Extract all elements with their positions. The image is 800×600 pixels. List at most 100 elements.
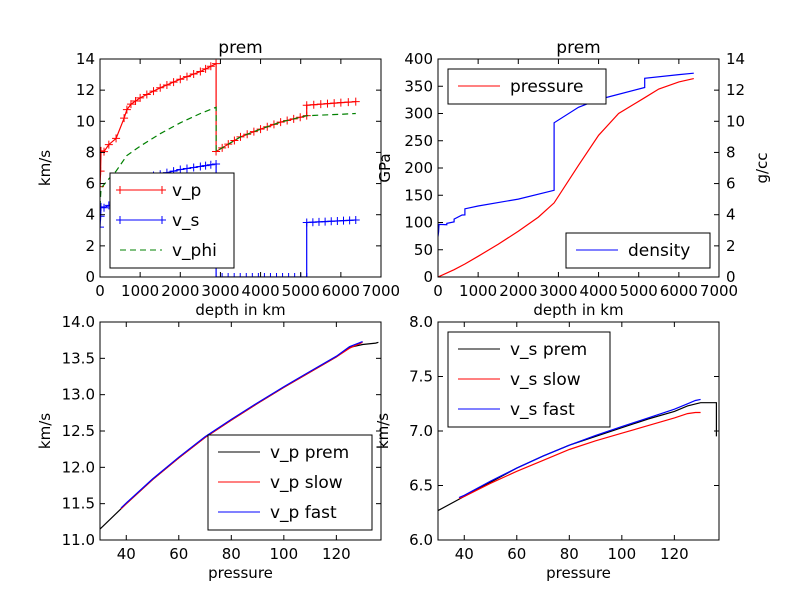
plot1-point-v_s: [224, 273, 233, 277]
plot1-legend-marker-1b: [158, 186, 166, 194]
plot4-legend: v_s prem v_s slow v_s fast: [447, 331, 611, 428]
plot3-xtick-label: 100: [270, 545, 299, 563]
plot2-xtick-label: 5000: [620, 282, 658, 300]
plot1-point-v_p: [249, 127, 258, 136]
plot1-point-v_p: [302, 101, 311, 110]
plot1-point-v_p: [344, 98, 353, 107]
plot1-point-v_s: [278, 273, 287, 277]
plot1-point-v_p: [136, 93, 145, 102]
plot4-ytick-label: 8.0: [409, 313, 433, 331]
plot1-xtick-label: 4000: [241, 282, 279, 300]
plot1-point-v_p: [126, 100, 135, 109]
plot2-series-group: [438, 72, 694, 277]
plot1-xtick-label: 5000: [282, 282, 320, 300]
plot3-series-group: [100, 341, 379, 530]
plot1-xtick-label: 6000: [322, 282, 360, 300]
plot2-series-pressure: [438, 78, 694, 277]
plot1-point-v_s: [212, 273, 221, 277]
plot1-point-v_p: [256, 125, 265, 134]
plot1-point-v_s: [212, 159, 221, 168]
plot1-point-v_p: [120, 114, 129, 123]
plot1-point-v_p: [351, 97, 360, 106]
plot4-ylabel: km/s: [374, 413, 392, 449]
plot2-ytick-label-right: 10: [726, 112, 745, 130]
plot2-ytick-label-right: 2: [726, 237, 736, 255]
plot4-series-group: [438, 398, 718, 512]
plot1-legend-label-2: v_s: [172, 211, 200, 231]
plot1-point-v_p: [206, 62, 215, 71]
plot1-point-v_s: [284, 273, 293, 277]
plot1-point-v_s: [290, 273, 299, 277]
plot1: 0 1000 2000 3000 4000 5000 6000 7000 0 2 4 6 8 10 12 14…: [36, 38, 400, 319]
plot2-ylabel-right: g/cc: [753, 152, 771, 183]
plot1-point-v_p: [131, 97, 140, 106]
plot1-point-v_p: [176, 75, 185, 84]
plot3-ytick-label: 14.0: [62, 313, 95, 331]
plot2-ytick-label: 250: [404, 132, 433, 150]
plot1-point-v_s: [189, 163, 198, 172]
plot1-point-v_p: [230, 136, 239, 145]
plot1-point-v_s: [176, 165, 185, 174]
plot1-point-v_s: [260, 273, 269, 277]
plot2-xtick-label: 2000: [499, 282, 537, 300]
plot4-series-v_s-slow: [458, 411, 701, 500]
plot1-frame: [99, 58, 382, 278]
plot3-ylabel: km/s: [36, 413, 54, 449]
plot2-ytick-label-right: 12: [726, 81, 745, 99]
plot1-point-v_p: [323, 99, 332, 108]
plot1-ytick-label: 0: [85, 268, 95, 286]
plot2-xtick-label: 0: [433, 282, 443, 300]
plot1-point-v_p: [122, 105, 131, 114]
plot1-point-v_s: [100, 203, 109, 212]
plot1-point-v_s: [201, 161, 210, 170]
plot2-legend-label-1: pressure: [510, 77, 583, 97]
plot2-ytick-label: 200: [404, 159, 433, 177]
plot1-point-v_s: [218, 273, 227, 277]
plot1-point-v_s: [230, 273, 239, 277]
plot1-point-v_s: [196, 162, 205, 171]
plot4-xtick-label: 60: [507, 545, 526, 563]
plot1-ytick-label: 4: [85, 206, 95, 224]
plot1-point-v_p: [212, 59, 221, 68]
plot2-xtick-label: 1000: [459, 282, 497, 300]
plot1-legend-marker-2b: [158, 216, 166, 224]
plot1-point-v_p: [162, 80, 171, 89]
plot1-point-v_p: [330, 99, 339, 108]
plot2-ytick-label: 0: [423, 268, 433, 286]
plot1-series-v_phi: [100, 106, 356, 207]
plot3-ytick-label: 13.5: [62, 349, 95, 367]
plot1-point-v_s: [242, 273, 251, 277]
plot4-legend-label-1: v_s prem: [510, 340, 587, 360]
plot1-point-v_s: [236, 273, 245, 277]
plot1-point-v_s: [272, 273, 281, 277]
plot2-title: prem: [556, 38, 600, 58]
plot3-ytick-label: 11.0: [62, 531, 95, 549]
plot1-xtick-label: 2000: [161, 282, 199, 300]
plot1-legend: v_p v_s v_phi: [109, 172, 235, 269]
plot4: 40 60 80 100 120 6.0 6.5 7.0 7.5 8.0 pressure km/s: [374, 313, 720, 582]
plot1-legend-marker-2: [116, 216, 124, 224]
plot1-ytick-label: 8: [85, 143, 95, 161]
plot3-xtick-label: 60: [169, 545, 188, 563]
plot1-point-v_p: [276, 118, 285, 127]
plot2-right-legend-label-2: density: [628, 241, 690, 261]
plot1-point-v_p: [100, 147, 109, 156]
plot2-xtick-label: 4000: [579, 282, 617, 300]
plot1-point-v_s: [266, 273, 275, 277]
plot2-ytick-label: 300: [404, 105, 433, 123]
plot4-series-v_s-prem: [438, 402, 718, 512]
plot1-legend-label-3: v_phi: [172, 241, 217, 261]
plot1-point-v_s: [182, 164, 191, 173]
plot1-title: prem: [218, 38, 262, 58]
plot1-point-v_p: [201, 64, 210, 73]
plot1-point-v_p: [189, 70, 198, 79]
plot1-point-v_p: [142, 90, 151, 99]
plot1-point-v_s: [302, 273, 311, 277]
plot3-legend-label-3: v_p fast: [270, 503, 337, 523]
plot2-ytick-label: 150: [404, 186, 433, 204]
plot1-point-v_s: [206, 160, 215, 169]
plot3-xtick-label: 120: [322, 545, 351, 563]
plot1-ytick-label: 10: [76, 112, 95, 130]
plot2-xtick-label: 7000: [700, 282, 738, 300]
plot4-xtick-label: 120: [660, 545, 689, 563]
